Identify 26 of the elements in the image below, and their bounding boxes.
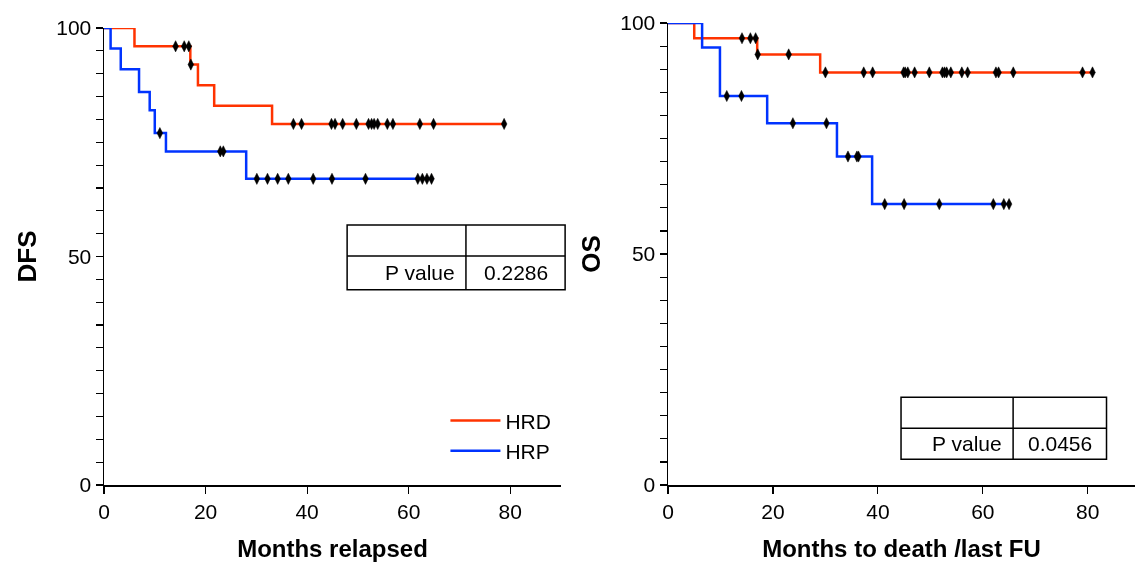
y-tick-label: 0: [643, 473, 656, 497]
x-tick-label: 0: [98, 499, 110, 523]
x-tick-label: 20: [193, 499, 218, 523]
x-tick-label: 40: [866, 499, 890, 523]
y-axis-title: DFS: [11, 230, 42, 283]
x-tick-label: 80: [498, 499, 522, 523]
legend-label: HRD: [505, 409, 551, 433]
x-tick-label: 0: [662, 499, 674, 523]
x-tick-label: 60: [971, 499, 995, 523]
x-tick-label: 20: [761, 499, 785, 523]
x-axis-title: Months relapsed: [237, 534, 428, 562]
legend-label: HRP: [505, 439, 550, 463]
x-tick-label: 40: [295, 499, 319, 523]
annotation: 0.2286: [484, 261, 549, 284]
y-tick-label: 100: [620, 11, 656, 35]
y-tick-label: 100: [56, 16, 92, 40]
y-tick-label: 0: [79, 473, 92, 497]
y-tick-label: 50: [67, 244, 92, 268]
x-tick-label: 80: [1076, 499, 1100, 523]
x-tick-label: 60: [396, 499, 421, 523]
annotation: P value: [385, 261, 455, 284]
y-axis-title: OS: [575, 235, 606, 273]
annotation: P value: [932, 432, 1002, 455]
x-axis-title: Months to death /last FU: [762, 534, 1041, 562]
y-tick-label: 50: [631, 242, 656, 266]
annotation: 0.0456: [1028, 432, 1093, 455]
